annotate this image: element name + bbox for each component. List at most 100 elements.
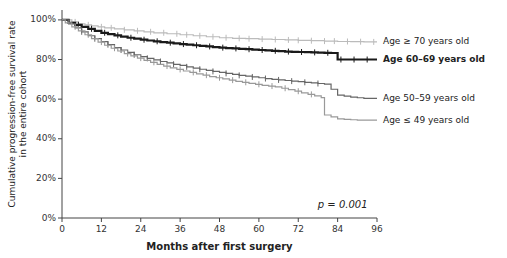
censor-mark: [249, 36, 250, 42]
x-tick-label: 12: [96, 224, 107, 234]
censor-mark: [334, 38, 335, 44]
censor-mark: [193, 69, 194, 75]
censor-mark: [340, 57, 341, 63]
censor-mark: [173, 61, 174, 67]
censor-mark: [360, 39, 361, 45]
censor-mark: [157, 38, 158, 44]
censor-mark: [272, 83, 273, 89]
censor-mark: [186, 32, 187, 38]
censor-mark: [354, 57, 355, 63]
censor-mark: [314, 49, 315, 55]
censor-mark: [104, 30, 105, 36]
censor-mark: [265, 76, 266, 82]
y-tick-label: 80%: [36, 54, 56, 64]
legend-label: Age ≥ 70 years old: [383, 36, 469, 46]
censor-mark: [186, 64, 187, 70]
y-tick: [58, 138, 62, 139]
censor-mark: [75, 24, 76, 30]
censor-mark: [183, 41, 184, 47]
censor-mark: [327, 50, 328, 56]
y-tick: [58, 19, 62, 20]
x-tick: [180, 218, 181, 222]
censor-mark: [288, 37, 289, 43]
survival-curve: [62, 20, 377, 120]
censor-mark: [232, 77, 233, 83]
p-value: p = 0.001: [317, 199, 368, 210]
censor-mark: [249, 46, 250, 52]
censor-mark: [170, 40, 171, 46]
y-tick: [58, 218, 62, 219]
y-axis-label-line: in the entire cohort: [18, 70, 28, 157]
censor-mark: [91, 26, 92, 32]
censor-mark: [262, 36, 263, 42]
x-tick-label: 84: [332, 224, 344, 234]
x-tick-label: 60: [253, 224, 265, 234]
survival-curve: [62, 20, 377, 42]
censor-mark: [226, 35, 227, 41]
censor-mark: [206, 72, 207, 78]
legend-label: Age 50–59 years old: [383, 93, 475, 103]
x-tick-label: 96: [371, 224, 383, 234]
x-tick: [219, 218, 220, 222]
x-tick-label: 24: [135, 224, 147, 234]
y-tick-label: 40%: [36, 133, 56, 143]
x-tick: [377, 218, 378, 222]
y-axis-label-line: Cumulative progression-free survival rat…: [7, 20, 17, 208]
x-tick: [337, 218, 338, 222]
censor-mark: [199, 66, 200, 72]
censor-mark: [121, 47, 122, 53]
x-tick: [140, 218, 141, 222]
legend-label: Age ≤ 49 years old: [383, 115, 469, 125]
censor-mark: [111, 25, 112, 31]
y-axis-line: [62, 10, 63, 218]
censor-mark: [196, 42, 197, 48]
censor-mark: [124, 27, 125, 33]
censor-mark: [324, 38, 325, 44]
y-tick: [58, 59, 62, 60]
y-tick-label: 60%: [36, 94, 56, 104]
censor-mark: [291, 78, 292, 84]
x-tick-label: 36: [174, 224, 186, 234]
censor-mark: [226, 70, 227, 76]
survival-curve: [62, 20, 377, 98]
censor-mark: [288, 49, 289, 55]
censor-mark: [373, 39, 374, 45]
censor-mark: [153, 59, 154, 65]
censor-mark: [127, 51, 128, 57]
x-tick-label: 48: [214, 224, 226, 234]
censor-mark: [239, 35, 240, 41]
censor-mark: [134, 52, 135, 58]
censor-mark: [167, 63, 168, 69]
censor-mark: [367, 57, 368, 63]
x-tick: [62, 218, 63, 222]
censor-mark: [81, 29, 82, 35]
censor-mark: [301, 49, 302, 55]
x-tick: [101, 218, 102, 222]
censor-mark: [130, 35, 131, 41]
censor-mark: [101, 24, 102, 30]
y-tick: [58, 99, 62, 100]
censor-mark: [275, 48, 276, 54]
censor-mark: [209, 43, 210, 49]
y-tick-label: 100%: [30, 14, 56, 24]
censor-mark: [311, 38, 312, 44]
censor-mark: [239, 72, 240, 78]
censor-mark: [219, 75, 220, 81]
x-tick-label: 72: [293, 224, 304, 234]
x-tick: [298, 218, 299, 222]
censor-mark: [347, 38, 348, 44]
censor-mark: [317, 80, 318, 86]
censor-mark: [137, 28, 138, 34]
censor-mark: [140, 55, 141, 61]
censor-mark: [212, 34, 213, 40]
censor-mark: [144, 37, 145, 43]
legend-label: Age 60–69 years old: [383, 54, 485, 64]
y-tick-label: 0%: [42, 213, 57, 223]
censor-mark: [160, 59, 161, 65]
censor-mark: [311, 91, 312, 97]
censor-mark: [117, 32, 118, 38]
censor-mark: [199, 33, 200, 39]
x-tick-label: 0: [59, 224, 65, 234]
survival-curve: [62, 20, 377, 60]
censor-mark: [245, 79, 246, 85]
